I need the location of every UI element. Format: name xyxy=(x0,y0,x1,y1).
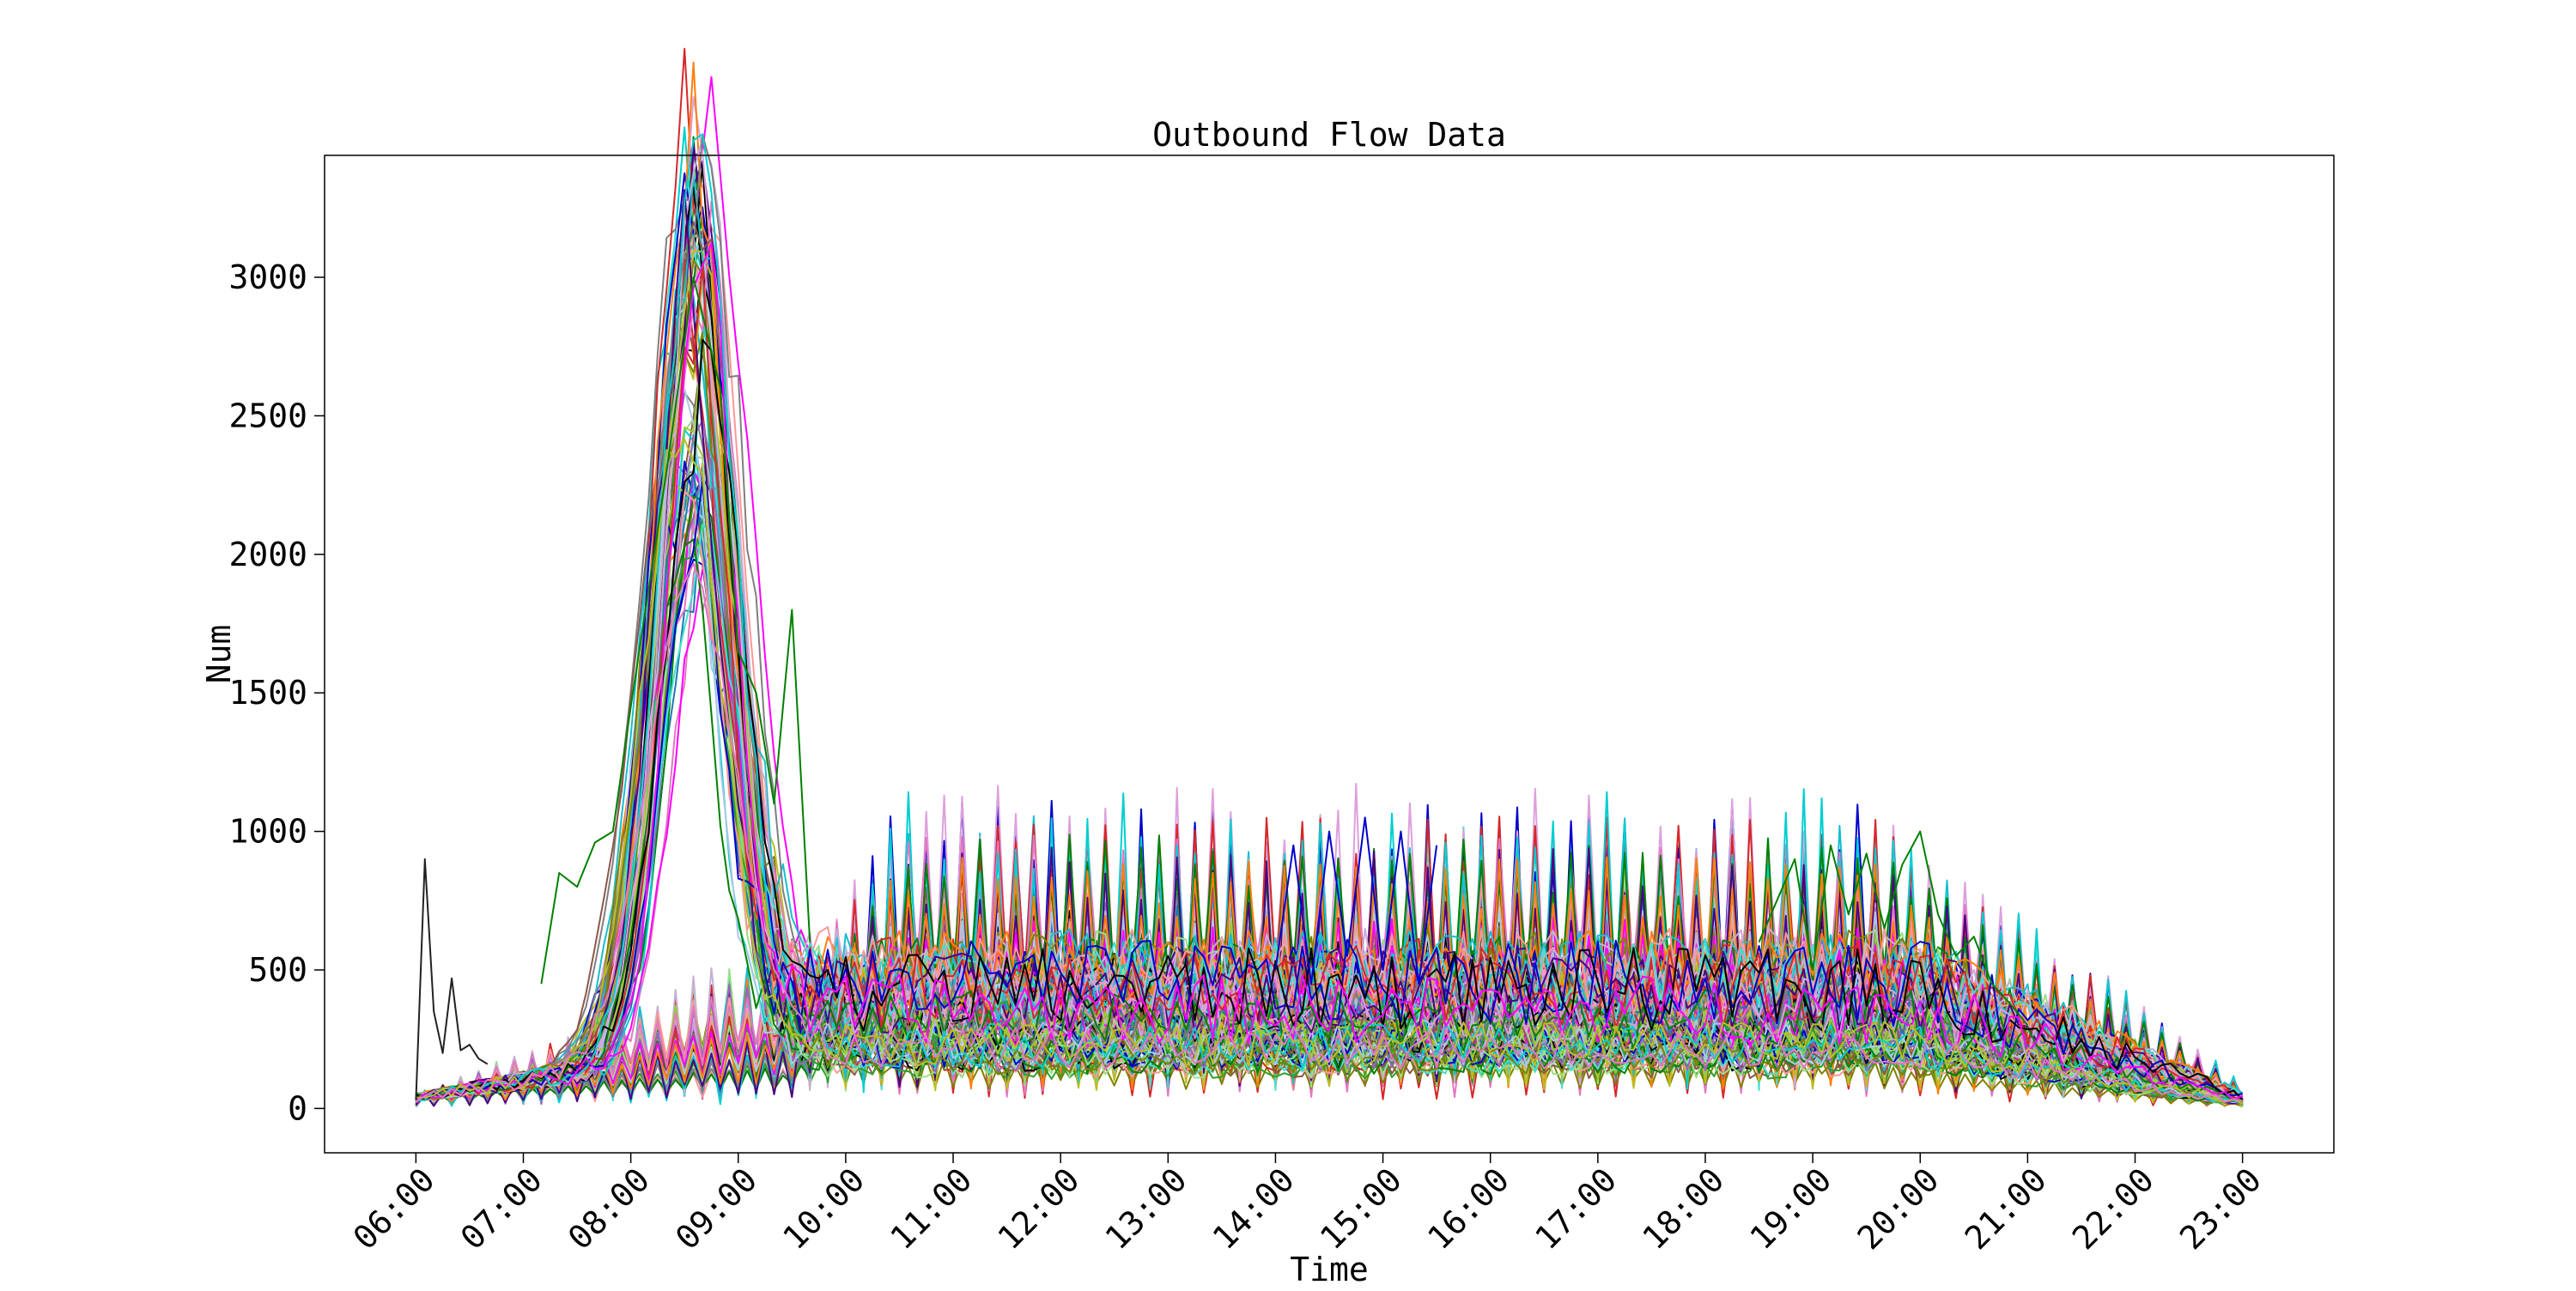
series-line-highlight xyxy=(1274,816,1438,985)
x-tick-label: 13:00 xyxy=(1098,1161,1194,1257)
x-tick-label: 06:00 xyxy=(346,1161,442,1257)
chart-title: Outbound Flow Data xyxy=(1152,116,1506,154)
series-line xyxy=(415,481,2243,1100)
y-axis-label: Num xyxy=(200,625,238,684)
x-tick-label: 17:00 xyxy=(1528,1161,1624,1257)
x-tick-label: 14:00 xyxy=(1206,1161,1302,1257)
x-tick-label: 10:00 xyxy=(775,1161,872,1257)
series-line xyxy=(415,545,2243,1102)
series-line xyxy=(416,134,2243,1100)
x-axis-label: Time xyxy=(1290,1251,1369,1288)
axis-layer: 0 500 1000 1500 2000 2500 3000 06:00 07:00 08:00 0… xyxy=(228,258,2269,1257)
series-line xyxy=(415,338,2244,1101)
x-tick-label: 07:00 xyxy=(453,1161,550,1257)
x-tick-label: 11:00 xyxy=(883,1161,979,1257)
series-line xyxy=(415,562,2243,1103)
y-tick-label: 3000 xyxy=(228,258,307,296)
x-tick-label: 09:00 xyxy=(668,1161,764,1257)
x-tick-label: 12:00 xyxy=(991,1161,1087,1257)
y-tick-label: 2000 xyxy=(228,536,307,573)
y-tick-label: 500 xyxy=(248,951,307,989)
plot-frame xyxy=(324,155,2335,1154)
series-line xyxy=(416,524,2244,1100)
series-line xyxy=(415,242,2243,1101)
x-tick-label: 16:00 xyxy=(1420,1161,1516,1257)
series-layer xyxy=(415,47,2244,1108)
series-line xyxy=(416,538,2243,1102)
y-tick-label: 1500 xyxy=(228,674,307,712)
x-tick-label: 08:00 xyxy=(561,1161,657,1257)
y-tick-label: 2500 xyxy=(228,397,307,434)
series-line xyxy=(416,133,2243,1105)
series-line xyxy=(416,347,2243,1104)
x-tick-label: 18:00 xyxy=(1635,1161,1731,1257)
series-line xyxy=(416,269,2243,1098)
y-tick-label: 0 xyxy=(288,1089,307,1127)
series-line xyxy=(415,189,2244,1102)
y-tick-label: 1000 xyxy=(228,813,307,851)
x-tick-label: 20:00 xyxy=(1850,1161,1947,1257)
x-tick-label: 23:00 xyxy=(2172,1161,2269,1257)
series-line-highlight xyxy=(1758,830,2029,1027)
x-tick-label: 21:00 xyxy=(1958,1161,2054,1257)
x-tick-label: 15:00 xyxy=(1313,1161,1409,1257)
x-tick-label: 22:00 xyxy=(2065,1161,2161,1257)
x-tick-label: 19:00 xyxy=(1742,1161,1838,1257)
series-line-highlight xyxy=(540,276,811,985)
series-line-highlight xyxy=(415,858,489,1100)
